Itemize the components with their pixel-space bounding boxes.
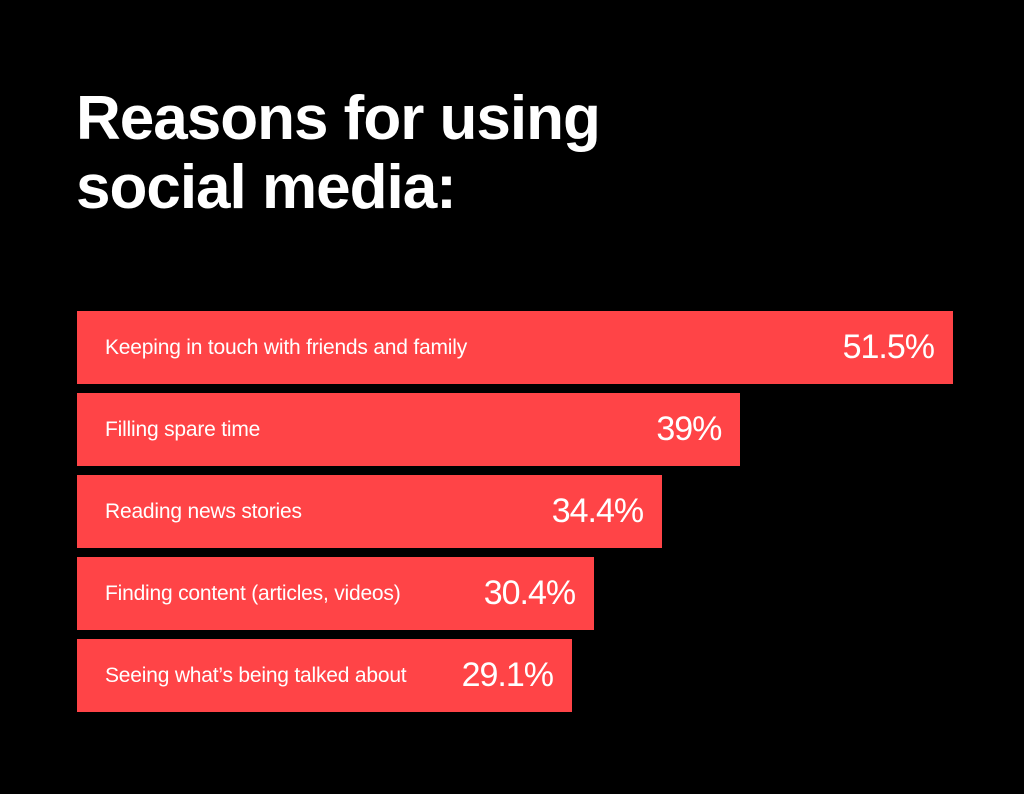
bar-value-2: 39% — [656, 410, 722, 448]
bar-label-2: Filling spare time — [105, 418, 261, 441]
bar-label-4: Finding content (articles, videos) — [105, 582, 401, 605]
bar-4 — [77, 557, 595, 630]
bar-value-3: 34.4% — [551, 492, 644, 530]
bar-1 — [77, 311, 953, 384]
bar-2 — [77, 393, 741, 466]
bar-value-5: 29.1% — [461, 656, 554, 694]
bar-value-1: 51.5% — [842, 328, 935, 366]
bar-label-1: Keeping in touch with friends and family — [105, 336, 468, 359]
bar-value-4: 30.4% — [483, 574, 576, 612]
bar-3 — [77, 475, 663, 548]
bar-5 — [77, 639, 572, 712]
chart-title-line-1: Reasons for using — [76, 84, 601, 153]
bar-label-5: Seeing what’s being talked about — [105, 664, 407, 687]
chart-title: Reasons for using social media: — [76, 84, 776, 222]
chart-title-line-2: social media: — [76, 153, 457, 222]
bar-label-3: Reading news stories — [105, 500, 302, 523]
